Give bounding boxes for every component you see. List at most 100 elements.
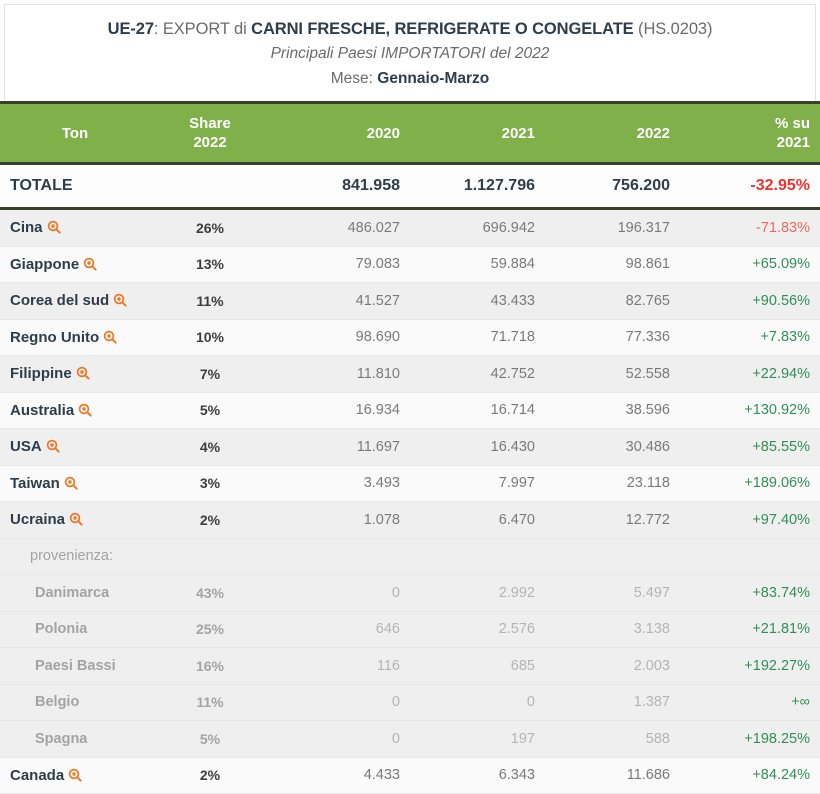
table-row: Giappone 13% 79.083 59.884 98.861 +65.09… bbox=[0, 246, 820, 283]
column-header-ton[interactable]: Ton bbox=[0, 101, 150, 165]
magnifier-icon[interactable] bbox=[78, 403, 92, 417]
title-product: CARNI FRESCHE, REFRIGERATE O CONGELATE bbox=[251, 20, 634, 38]
origin-2022: 2.003 bbox=[545, 647, 680, 685]
total-row: TOTALE 841.958 1.127.796 756.200 -32.95% bbox=[0, 163, 820, 210]
pct-label-line2: 2021 bbox=[776, 134, 810, 151]
export-statistics-page: UE-27: EXPORT di CARNI FRESCHE, REFRIGER… bbox=[0, 4, 820, 794]
total-2022: 756.200 bbox=[545, 163, 680, 210]
table-row: Taiwan 3% 3.493 7.997 23.118 +189.06% bbox=[0, 465, 820, 502]
share-cell: 2% bbox=[150, 757, 270, 794]
magnifier-icon[interactable] bbox=[68, 768, 82, 782]
country-name: Canada bbox=[10, 766, 65, 784]
value-2022: 12.772 bbox=[545, 501, 680, 539]
value-2021: 696.942 bbox=[410, 208, 545, 247]
origin-2020: 116 bbox=[270, 647, 410, 685]
table-body: TOTALE 841.958 1.127.796 756.200 -32.95%… bbox=[0, 163, 820, 794]
origin-2022: 1.387 bbox=[545, 684, 680, 721]
total-share bbox=[150, 163, 270, 210]
column-header-2021[interactable]: 2021 bbox=[410, 101, 545, 165]
country-cell[interactable]: Regno Unito bbox=[0, 319, 150, 356]
value-2022: 77.336 bbox=[545, 319, 680, 356]
percent-change: -71.83% bbox=[680, 208, 820, 247]
column-header-2022[interactable]: 2022 bbox=[545, 101, 680, 165]
value-2020: 11.697 bbox=[270, 428, 410, 466]
origin-2020: 0 bbox=[270, 684, 410, 721]
share-cell: 13% bbox=[150, 246, 270, 283]
country-cell[interactable]: Australia bbox=[0, 392, 150, 429]
country-name: Australia bbox=[10, 401, 75, 419]
total-label: TOTALE bbox=[0, 163, 150, 210]
origin-share: 16% bbox=[150, 647, 270, 685]
origin-2021: 2.992 bbox=[410, 574, 545, 612]
percent-change: +85.55% bbox=[680, 428, 820, 466]
table-row: USA 4% 11.697 16.430 30.486 +85.55% bbox=[0, 428, 820, 466]
provenienza-share-blank bbox=[150, 538, 270, 575]
country-cell[interactable]: Canada bbox=[0, 757, 150, 794]
value-2020: 1.078 bbox=[270, 501, 410, 539]
country-cell[interactable]: Ucraina bbox=[0, 501, 150, 539]
value-2022: 38.596 bbox=[545, 392, 680, 429]
country-cell[interactable]: Filippine bbox=[0, 355, 150, 393]
provenienza-pct-blank bbox=[680, 538, 820, 575]
provenienza-2021-blank bbox=[410, 538, 545, 575]
pct-label-line1: % su bbox=[774, 115, 810, 132]
share-cell: 4% bbox=[150, 428, 270, 466]
total-2020: 841.958 bbox=[270, 163, 410, 210]
magnifier-icon[interactable] bbox=[64, 476, 78, 490]
country-cell[interactable]: USA bbox=[0, 428, 150, 466]
country-name: Taiwan bbox=[10, 474, 60, 492]
origin-percent-change: +83.74% bbox=[680, 574, 820, 612]
title-hs-code: (HS.0203) bbox=[633, 20, 713, 38]
share-cell: 11% bbox=[150, 282, 270, 320]
magnifier-icon[interactable] bbox=[113, 293, 127, 307]
title-region: UE-27 bbox=[107, 20, 154, 38]
magnifier-icon[interactable] bbox=[76, 366, 90, 380]
origin-country-name: Paesi Bassi bbox=[0, 647, 150, 685]
country-cell[interactable]: Taiwan bbox=[0, 465, 150, 502]
header-row: Ton Share 2022 2020 2021 2022 % su 2021 bbox=[0, 101, 820, 165]
magnifier-icon[interactable] bbox=[103, 330, 117, 344]
value-2021: 59.884 bbox=[410, 246, 545, 283]
value-2021: 42.752 bbox=[410, 355, 545, 393]
magnifier-icon[interactable] bbox=[47, 220, 61, 234]
country-cell[interactable]: Corea del sud bbox=[0, 282, 150, 320]
provenienza-label: provenienza: bbox=[0, 538, 150, 575]
value-2020: 41.527 bbox=[270, 282, 410, 320]
value-2020: 79.083 bbox=[270, 246, 410, 283]
subtable-row: Belgio 11% 0 0 1.387 +∞ bbox=[0, 684, 820, 721]
table-row: Filippine 7% 11.810 42.752 52.558 +22.94… bbox=[0, 355, 820, 393]
value-2020: 3.493 bbox=[270, 465, 410, 502]
country-name: Corea del sud bbox=[10, 292, 110, 310]
percent-change: +84.24% bbox=[680, 757, 820, 794]
magnifier-icon[interactable] bbox=[83, 257, 97, 271]
country-name: USA bbox=[10, 438, 42, 456]
table-row: Regno Unito 10% 98.690 71.718 77.336 +7.… bbox=[0, 319, 820, 356]
column-header-2020[interactable]: 2020 bbox=[270, 101, 410, 165]
origin-percent-change: +192.27% bbox=[680, 647, 820, 685]
magnifier-icon[interactable] bbox=[69, 512, 83, 526]
country-cell[interactable]: Giappone bbox=[0, 246, 150, 283]
share-cell: 2% bbox=[150, 501, 270, 539]
origin-2022: 5.497 bbox=[545, 574, 680, 612]
country-name: Filippine bbox=[10, 365, 72, 383]
value-2022: 30.486 bbox=[545, 428, 680, 466]
percent-change: +7.83% bbox=[680, 319, 820, 356]
value-2020: 98.690 bbox=[270, 319, 410, 356]
column-header-share[interactable]: Share 2022 bbox=[150, 101, 270, 165]
provenienza-2020-blank bbox=[270, 538, 410, 575]
column-header-percent-change[interactable]: % su 2021 bbox=[680, 101, 820, 165]
origin-2020: 0 bbox=[270, 574, 410, 612]
share-label-line1: Share bbox=[189, 115, 231, 132]
country-cell[interactable]: Cina bbox=[0, 208, 150, 247]
origin-country-name: Belgio bbox=[0, 684, 150, 721]
value-2021: 6.343 bbox=[410, 757, 545, 794]
value-2021: 71.718 bbox=[410, 319, 545, 356]
table-header: Ton Share 2022 2020 2021 2022 % su 2021 bbox=[0, 101, 820, 165]
magnifier-icon[interactable] bbox=[46, 439, 60, 453]
subtable-row: Polonia 25% 646 2.576 3.138 +21.81% bbox=[0, 611, 820, 648]
origin-percent-change: +∞ bbox=[680, 684, 820, 721]
percent-change: +97.40% bbox=[680, 501, 820, 539]
value-2022: 196.317 bbox=[545, 208, 680, 247]
table-row: Canada 2% 4.433 6.343 11.686 +84.24% bbox=[0, 757, 820, 794]
origin-share: 11% bbox=[150, 684, 270, 721]
